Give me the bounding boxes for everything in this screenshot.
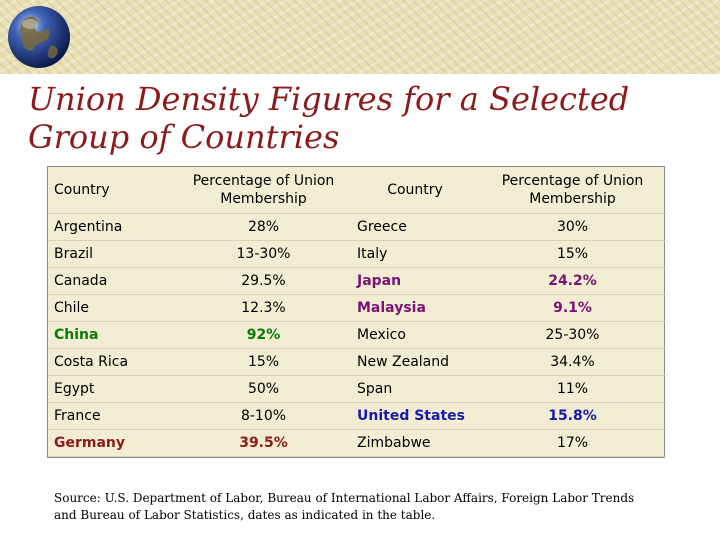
table-row: China 92% Mexico 25-30% [48, 321, 666, 349]
globe-icon [8, 6, 70, 68]
country-cell: Italy [351, 240, 479, 268]
percentage-cell: 8-10% [176, 402, 351, 430]
percentage-cell-highlighted: 92% [176, 321, 351, 349]
country-cell: Brazil [48, 240, 176, 268]
table-row: Chile 12.3% Malaysia 9.1% [48, 294, 666, 322]
header-percentage-1: Percentage of Union Membership [176, 167, 351, 214]
percentage-cell: 11% [479, 375, 666, 403]
header-percentage-2: Percentage of Union Membership [479, 167, 666, 214]
percentage-cell-highlighted: 9.1% [479, 294, 666, 322]
percentage-cell: 17% [479, 429, 666, 458]
table-row: Germany 39.5% Zimbabwe 17% [48, 429, 666, 458]
header-country-2: Country [351, 167, 479, 214]
country-cell-highlighted: Germany [48, 429, 176, 458]
percentage-cell: 29.5% [176, 267, 351, 295]
country-cell: Argentina [48, 213, 176, 241]
table-header-row: Country Percentage of Union Membership C… [48, 167, 666, 214]
table-row: Argentina 28% Greece 30% [48, 213, 666, 241]
percentage-cell: 15% [176, 348, 351, 376]
header-country-1: Country [48, 167, 176, 214]
percentage-cell: 13-30% [176, 240, 351, 268]
percentage-cell-highlighted: 39.5% [176, 429, 351, 458]
country-cell: France [48, 402, 176, 430]
country-cell-highlighted: Japan [351, 267, 479, 295]
page-title: Union Density Figures for a Selected Gro… [28, 80, 630, 156]
table-row: Canada 29.5% Japan 24.2% [48, 267, 666, 295]
country-cell: Chile [48, 294, 176, 322]
union-density-table: Country Percentage of Union Membership C… [47, 166, 666, 458]
table-row: France 8-10% United States 15.8% [48, 402, 666, 430]
country-cell: New Zealand [351, 348, 479, 376]
source-note: Source: U.S. Department of Labor, Bureau… [54, 491, 635, 522]
percentage-cell: 50% [176, 375, 351, 403]
percentage-cell: 25-30% [479, 321, 666, 349]
country-cell: Costa Rica [48, 348, 176, 376]
country-cell-highlighted: China [48, 321, 176, 349]
percentage-cell: 34.4% [479, 348, 666, 376]
country-cell: Egypt [48, 375, 176, 403]
country-cell: Zimbabwe [351, 429, 479, 458]
table-row: Brazil 13-30% Italy 15% [48, 240, 666, 268]
country-cell: Mexico [351, 321, 479, 349]
country-cell: Greece [351, 213, 479, 241]
percentage-cell-highlighted: 15.8% [479, 402, 666, 430]
percentage-cell: 30% [479, 213, 666, 241]
table-row: Costa Rica 15% New Zealand 34.4% [48, 348, 666, 376]
country-cell: Span [351, 375, 479, 403]
header-banner [0, 0, 720, 74]
country-cell: Canada [48, 267, 176, 295]
percentage-cell: 15% [479, 240, 666, 268]
data-table: Country Percentage of Union Membership C… [48, 167, 666, 458]
percentage-cell: 12.3% [176, 294, 351, 322]
percentage-cell: 28% [176, 213, 351, 241]
table-row: Egypt 50% Span 11% [48, 375, 666, 403]
country-cell-highlighted: Malaysia [351, 294, 479, 322]
country-cell-highlighted: United States [351, 402, 479, 430]
percentage-cell-highlighted: 24.2% [479, 267, 666, 295]
